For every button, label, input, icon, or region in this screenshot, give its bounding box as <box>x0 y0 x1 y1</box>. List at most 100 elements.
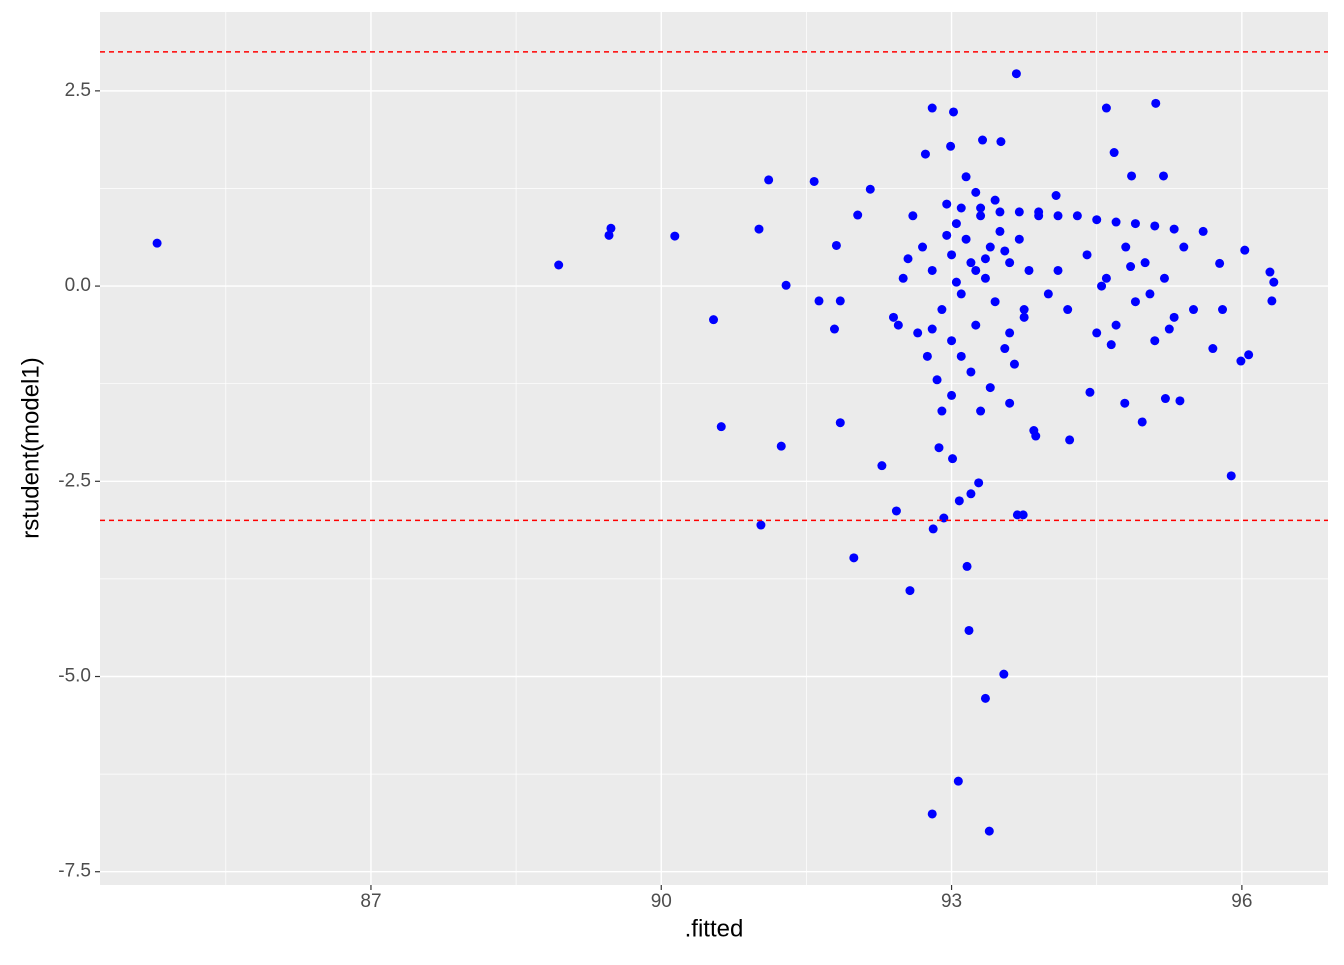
point <box>1024 265 1034 275</box>
y-axis-title: rstudent(model1) <box>17 357 44 538</box>
point <box>927 324 937 334</box>
point <box>908 211 918 221</box>
point <box>984 826 994 836</box>
point <box>927 103 937 113</box>
point <box>946 141 956 151</box>
point <box>971 187 981 197</box>
point <box>964 625 974 635</box>
point <box>835 418 845 428</box>
x-tick-label: 93 <box>941 891 962 912</box>
point <box>937 305 947 315</box>
point <box>1018 510 1028 520</box>
x-tick-label: 96 <box>1231 891 1252 912</box>
point <box>996 137 1006 147</box>
point <box>966 367 976 377</box>
point <box>604 230 614 240</box>
point <box>853 210 863 220</box>
point <box>905 586 915 596</box>
point <box>954 496 964 506</box>
point <box>1145 289 1155 299</box>
point <box>776 441 786 451</box>
point <box>990 297 1000 307</box>
point <box>1101 273 1111 283</box>
point <box>754 224 764 234</box>
point <box>1169 312 1179 322</box>
point <box>1065 435 1075 445</box>
point <box>999 669 1009 679</box>
point <box>1092 215 1102 225</box>
point <box>927 809 937 819</box>
point <box>956 289 966 299</box>
point <box>949 107 959 117</box>
point <box>927 265 937 275</box>
point <box>956 351 966 361</box>
point <box>891 506 901 516</box>
point <box>951 277 961 287</box>
point <box>781 280 791 290</box>
point <box>978 135 988 145</box>
point <box>953 776 963 786</box>
point <box>606 223 616 233</box>
point <box>809 176 819 186</box>
point <box>1267 296 1277 306</box>
point <box>1029 426 1039 436</box>
point <box>985 383 995 393</box>
point <box>903 254 913 264</box>
point <box>898 273 908 283</box>
point <box>961 234 971 244</box>
point <box>1265 267 1275 277</box>
point <box>1014 207 1024 217</box>
point <box>962 561 972 571</box>
point <box>1011 69 1021 79</box>
point <box>877 461 887 471</box>
point <box>814 296 824 306</box>
point <box>976 406 986 416</box>
point <box>1244 350 1254 360</box>
x-tick-label: 90 <box>651 891 672 912</box>
point <box>920 149 930 159</box>
point <box>1063 305 1073 315</box>
point <box>1269 277 1279 287</box>
point <box>1175 396 1185 406</box>
point <box>1151 98 1161 108</box>
point <box>1208 344 1218 354</box>
point <box>971 265 981 275</box>
point <box>1164 324 1174 334</box>
point <box>1150 221 1160 231</box>
point <box>829 324 839 334</box>
point <box>1150 336 1160 346</box>
point <box>1092 328 1102 338</box>
point <box>1160 394 1170 404</box>
point <box>1014 234 1024 244</box>
point <box>709 315 719 325</box>
point <box>961 172 971 182</box>
point <box>942 230 952 240</box>
point <box>831 240 841 250</box>
point <box>985 242 995 252</box>
point <box>947 390 957 400</box>
point <box>756 520 766 530</box>
point <box>947 250 957 260</box>
point <box>1053 211 1063 221</box>
point <box>956 203 966 213</box>
y-tick-label: -7.5 <box>58 861 91 882</box>
point <box>947 336 957 346</box>
point <box>980 273 990 283</box>
point <box>951 219 961 229</box>
point <box>1085 387 1095 397</box>
point <box>980 254 990 264</box>
point <box>1005 258 1015 268</box>
point <box>835 296 845 306</box>
x-axis-title: .fitted <box>685 915 744 942</box>
plot-panel <box>100 12 1328 885</box>
point <box>1140 258 1150 268</box>
point <box>1000 344 1010 354</box>
point <box>1101 103 1111 113</box>
point <box>1111 320 1121 330</box>
point <box>928 524 938 534</box>
point <box>1000 246 1010 256</box>
point <box>1169 224 1179 234</box>
point <box>1188 305 1198 315</box>
point <box>922 351 932 361</box>
